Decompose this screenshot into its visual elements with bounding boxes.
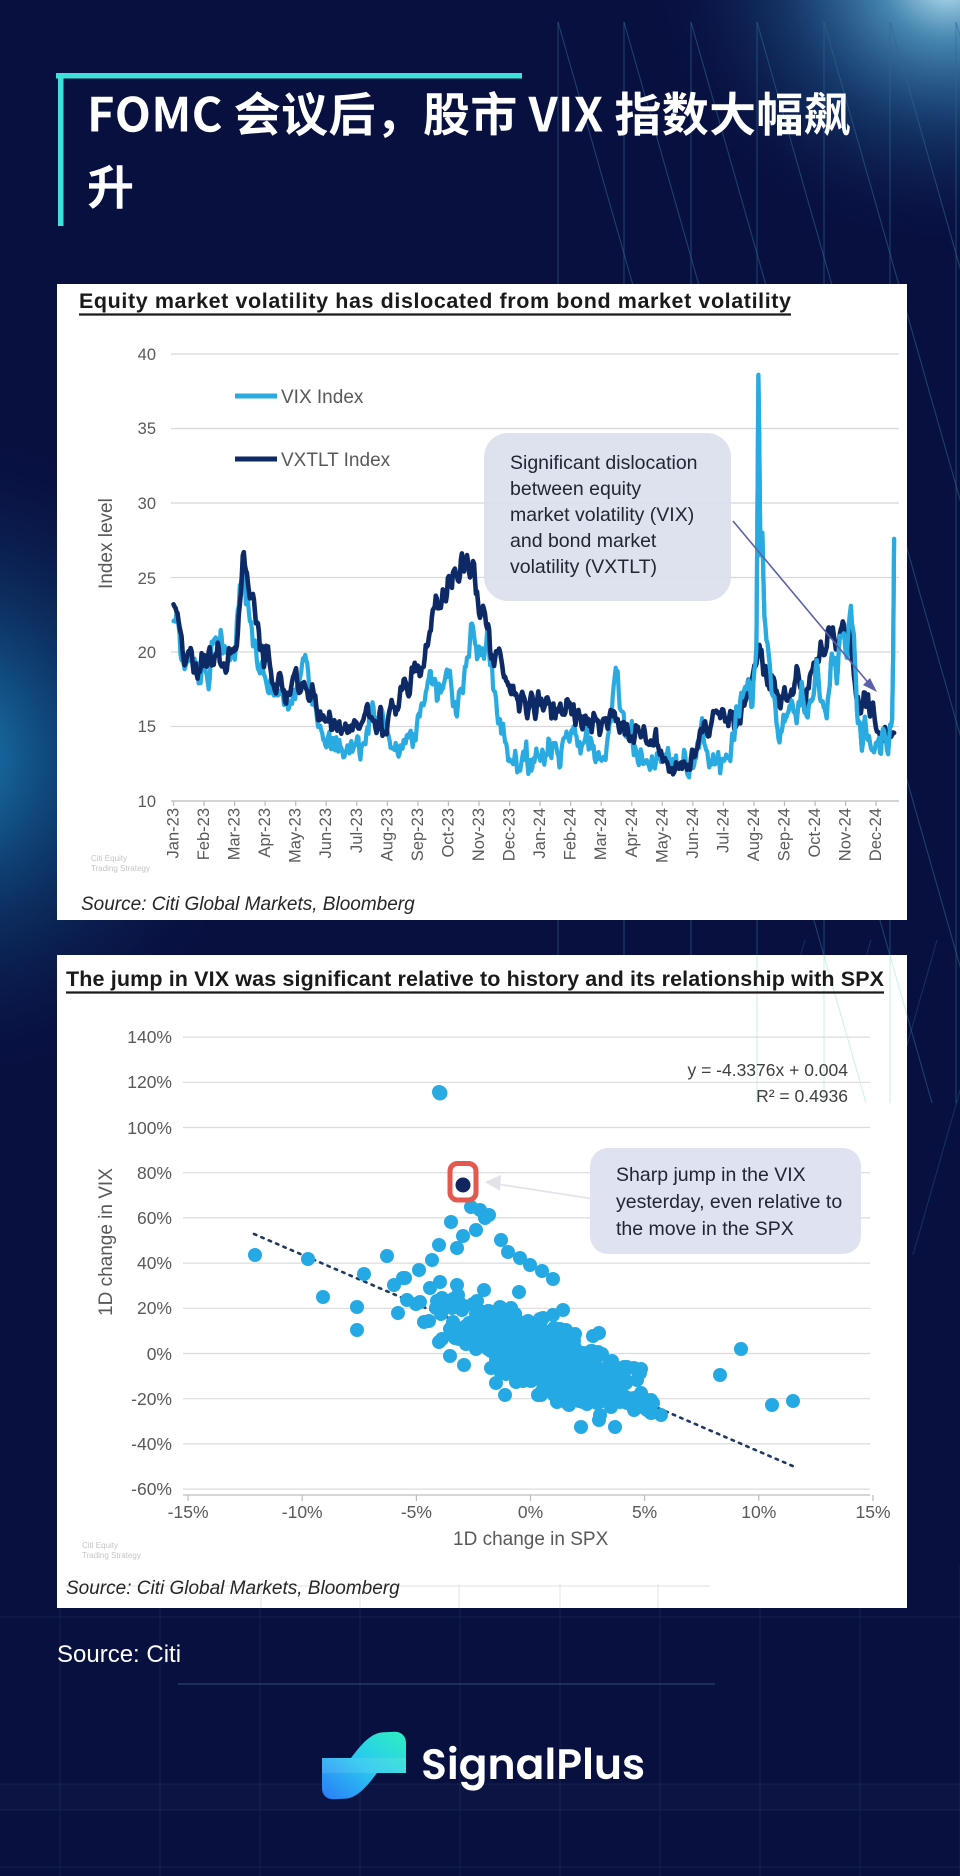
svg-text:100%: 100% — [127, 1118, 172, 1138]
svg-text:Dec-23: Dec-23 — [501, 808, 519, 861]
svg-text:Jul-23: Jul-23 — [348, 808, 366, 853]
svg-text:60%: 60% — [137, 1208, 172, 1228]
svg-text:Oct-23: Oct-23 — [439, 808, 457, 858]
svg-text:Jul-24: Jul-24 — [714, 808, 732, 853]
svg-text:Source: Citi: Source: Citi — [57, 1641, 181, 1668]
svg-text:y = -4.3376x + 0.004: y = -4.3376x + 0.004 — [687, 1060, 848, 1080]
svg-text:Nov-24: Nov-24 — [837, 808, 855, 861]
svg-text:-15%: -15% — [168, 1502, 209, 1522]
svg-text:May-24: May-24 — [653, 808, 671, 863]
svg-text:-5%: -5% — [401, 1502, 432, 1522]
svg-text:Feb-24: Feb-24 — [562, 808, 580, 860]
svg-text:80%: 80% — [137, 1163, 172, 1183]
svg-text:-10%: -10% — [282, 1502, 323, 1522]
svg-text:1D change in SPX: 1D change in SPX — [453, 1529, 609, 1550]
svg-text:VIX Index: VIX Index — [281, 387, 364, 408]
svg-text:market volatility (VIX): market volatility (VIX) — [510, 504, 694, 526]
svg-text:40%: 40% — [137, 1253, 172, 1273]
svg-text:Dec-24: Dec-24 — [867, 808, 885, 861]
svg-text:the move in the SPX: the move in the SPX — [616, 1218, 794, 1240]
svg-text:20: 20 — [138, 644, 156, 662]
svg-text:volatility (VXTLT): volatility (VXTLT) — [510, 556, 657, 578]
svg-text:yesterday, even relative to: yesterday, even relative to — [616, 1191, 842, 1213]
svg-text:Citi Equity: Citi Equity — [82, 1541, 118, 1550]
svg-text:10%: 10% — [741, 1502, 776, 1522]
svg-text:0%: 0% — [518, 1502, 543, 1522]
svg-text:R² = 0.4936: R² = 0.4936 — [756, 1086, 848, 1106]
svg-text:-60%: -60% — [131, 1479, 172, 1499]
svg-text:Apr-24: Apr-24 — [623, 808, 641, 858]
svg-text:1D change in VIX: 1D change in VIX — [96, 1168, 117, 1316]
svg-text:Sharp jump in the VIX: Sharp jump in the VIX — [616, 1164, 806, 1186]
svg-text:30: 30 — [138, 495, 156, 513]
svg-text:Aug-24: Aug-24 — [745, 808, 763, 861]
svg-text:Index level: Index level — [96, 498, 117, 589]
svg-text:Feb-23: Feb-23 — [195, 808, 213, 860]
svg-text:Sep-23: Sep-23 — [409, 808, 427, 861]
svg-text:-20%: -20% — [131, 1389, 172, 1409]
svg-text:25: 25 — [138, 570, 156, 588]
svg-text:40: 40 — [138, 346, 156, 364]
svg-text:May-23: May-23 — [287, 808, 305, 863]
svg-text:35: 35 — [138, 420, 156, 438]
svg-text:Equity market volatility has d: Equity market volatility has dislocated … — [79, 289, 791, 313]
svg-text:15%: 15% — [855, 1502, 890, 1522]
svg-text:Sep-24: Sep-24 — [776, 808, 794, 861]
svg-text:Jun-23: Jun-23 — [317, 808, 335, 858]
svg-text:VXTLT Index: VXTLT Index — [281, 450, 391, 471]
svg-text:Nov-23: Nov-23 — [470, 808, 488, 861]
svg-text:Trading Strategy: Trading Strategy — [91, 864, 150, 873]
svg-text:Oct-24: Oct-24 — [806, 808, 824, 858]
svg-text:-40%: -40% — [131, 1434, 172, 1454]
svg-text:The jump in VIX was significan: The jump in VIX was significant relative… — [66, 967, 885, 991]
svg-text:Aug-23: Aug-23 — [378, 808, 396, 861]
svg-text:Mar-24: Mar-24 — [592, 808, 610, 860]
svg-text:5%: 5% — [632, 1502, 657, 1522]
svg-text:120%: 120% — [127, 1072, 172, 1092]
svg-text:Jan-24: Jan-24 — [531, 808, 549, 858]
svg-text:Source: Citi Global Markets, B: Source: Citi Global Markets, Bloomberg — [81, 894, 415, 915]
svg-text:Apr-23: Apr-23 — [256, 808, 274, 858]
svg-text:Jan-23: Jan-23 — [165, 808, 183, 858]
svg-text:20%: 20% — [137, 1298, 172, 1318]
svg-text:Trading Strategy: Trading Strategy — [82, 1551, 141, 1560]
svg-text:Citi Equity: Citi Equity — [91, 854, 127, 863]
svg-text:140%: 140% — [127, 1027, 172, 1047]
svg-text:15: 15 — [138, 718, 156, 736]
svg-text:Significant dislocation: Significant dislocation — [510, 452, 698, 474]
svg-text:between equity: between equity — [510, 478, 641, 500]
svg-text:Mar-23: Mar-23 — [226, 808, 244, 860]
svg-text:and bond market: and bond market — [510, 530, 657, 552]
svg-text:10: 10 — [138, 793, 156, 811]
svg-text:Source: Citi Global Markets, B: Source: Citi Global Markets, Bloomberg — [66, 1578, 400, 1599]
svg-text:0%: 0% — [147, 1344, 172, 1364]
svg-text:Jun-24: Jun-24 — [684, 808, 702, 858]
